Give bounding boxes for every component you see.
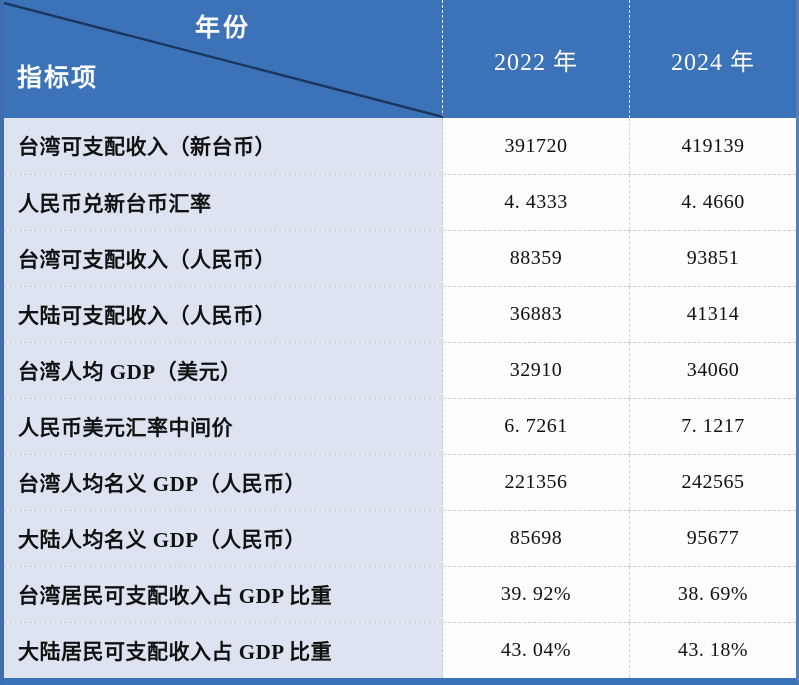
row-label: 台湾人均 GDP（美元）	[4, 343, 443, 398]
value-2024: 34060	[630, 343, 796, 398]
value-2024: 41314	[630, 287, 796, 342]
value-2022: 32910	[443, 343, 630, 398]
value-2024: 43. 18%	[630, 623, 796, 678]
value-2024: 242565	[630, 455, 796, 510]
row-label: 大陆可支配收入（人民币）	[4, 287, 443, 342]
value-2022: 88359	[443, 231, 630, 286]
table-row: 台湾可支配收入（新台币） 391720 419139	[4, 118, 796, 174]
header-year-label: 年份	[194, 15, 251, 42]
row-label: 台湾可支配收入（新台币）	[4, 118, 443, 174]
table-row: 大陆人均名义 GDP（人民币） 85698 95677	[4, 510, 796, 566]
table-row: 大陆可支配收入（人民币） 36883 41314	[4, 286, 796, 342]
row-label: 大陆居民可支配收入占 GDP 比重	[4, 623, 443, 678]
header-col-2024: 2024 年	[671, 49, 755, 76]
value-2024: 7. 1217	[630, 399, 796, 454]
table-row: 台湾居民可支配收入占 GDP 比重 39. 92% 38. 69%	[4, 566, 796, 622]
value-2022: 36883	[443, 287, 630, 342]
value-2024: 95677	[630, 511, 796, 566]
value-2022: 43. 04%	[443, 623, 630, 678]
table-body: 台湾可支配收入（新台币） 391720 419139 人民币兑新台币汇率 4. …	[4, 118, 796, 678]
row-label: 台湾人均名义 GDP（人民币）	[4, 455, 443, 510]
header-corner-cell: 年份 指标项	[4, 0, 443, 118]
row-label: 人民币兑新台币汇率	[4, 175, 443, 230]
row-label: 台湾居民可支配收入占 GDP 比重	[4, 567, 443, 622]
value-2024: 93851	[630, 231, 796, 286]
header-col-2022: 2022 年	[443, 0, 630, 118]
header-indicator-label: 指标项	[17, 65, 99, 92]
table-row: 台湾人均 GDP（美元） 32910 34060	[4, 342, 796, 398]
row-label: 人民币美元汇率中间价	[4, 399, 443, 454]
value-2022: 85698	[443, 511, 630, 566]
table-row: 台湾可支配收入（人民币） 88359 93851	[4, 230, 796, 286]
value-2024: 4. 4660	[630, 175, 796, 230]
table-row: 人民币美元汇率中间价 6. 7261 7. 1217	[4, 398, 796, 454]
table-row: 大陆居民可支配收入占 GDP 比重 43. 04% 43. 18%	[4, 622, 796, 678]
value-2024: 38. 69%	[630, 567, 796, 622]
table-row: 人民币兑新台币汇率 4. 4333 4. 4660	[4, 174, 796, 230]
row-label: 大陆人均名义 GDP（人民币）	[4, 511, 443, 566]
value-2022: 39. 92%	[443, 567, 630, 622]
row-label: 台湾可支配收入（人民币）	[4, 231, 443, 286]
value-2022: 391720	[443, 118, 630, 174]
value-2024: 419139	[630, 118, 796, 174]
table-row: 台湾人均名义 GDP（人民币） 221356 242565	[4, 454, 796, 510]
value-2022: 221356	[443, 455, 630, 510]
value-2022: 4. 4333	[443, 175, 630, 230]
table-header-row: 年份 指标项 2022 年 2024 年	[4, 0, 796, 118]
value-2022: 6. 7261	[443, 399, 630, 454]
